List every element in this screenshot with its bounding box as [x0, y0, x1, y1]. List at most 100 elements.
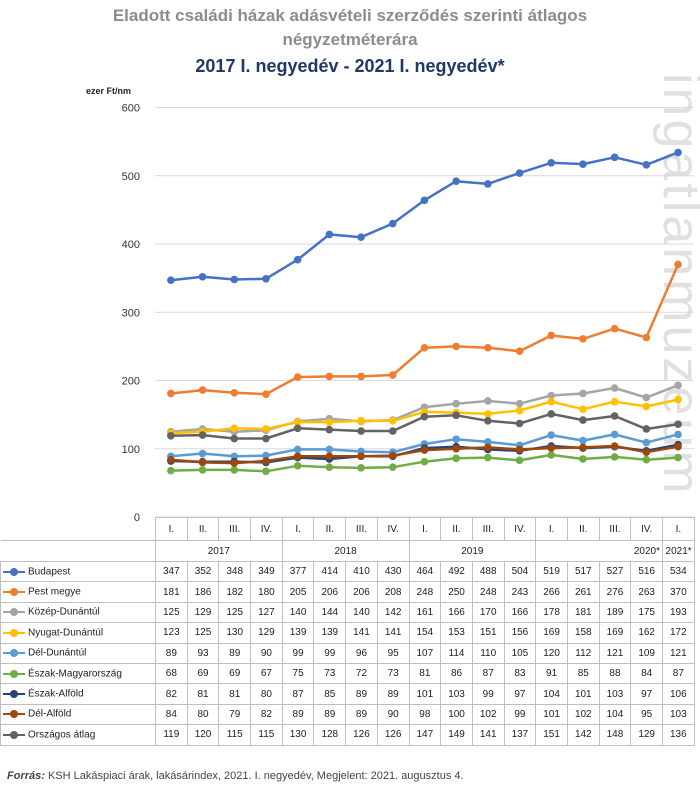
data-point: [420, 343, 429, 352]
chart-title-line-1: Eladott családi házak adásvételi szerződ…: [112, 6, 588, 25]
table-cell-value: 89: [281, 703, 315, 726]
table-cell-value: 126: [345, 724, 378, 746]
data-point: [547, 451, 556, 459]
year-label: 2018: [281, 540, 410, 562]
legend-entry: Dél-Dunántúl: [0, 642, 156, 664]
legend-label: Pest megye: [28, 586, 81, 598]
table-cell-value: 83: [503, 662, 537, 685]
data-point: [579, 405, 587, 413]
data-point: [293, 255, 302, 264]
data-point: [579, 436, 587, 445]
table-cell-value: 101: [566, 683, 600, 705]
table-cell-value: 89: [376, 683, 410, 705]
table-cell-value: 248: [471, 581, 505, 603]
data-point: [262, 451, 270, 460]
data-point: [579, 335, 587, 343]
table-corner: [0, 517, 156, 541]
data-point: [610, 430, 619, 439]
quarter-label: II.: [566, 517, 600, 541]
table-cell-value: 121: [598, 642, 632, 664]
legend-label: Nyugat-Dunántúl: [28, 627, 104, 639]
table-cell-value: 90: [376, 703, 410, 726]
table-cell-value: 120: [535, 642, 568, 664]
legend-key: [3, 729, 25, 741]
table-cell-value: 276: [598, 581, 632, 603]
table-cell-value: 68: [155, 662, 188, 685]
table-cell-value: 144: [313, 601, 347, 624]
quarter-label: II.: [440, 517, 473, 541]
data-point: [293, 373, 302, 381]
table-cell-value: 99: [281, 642, 315, 664]
table-cell-value: 130: [281, 724, 315, 746]
legend-key: [3, 647, 25, 659]
data-point: [325, 230, 334, 239]
table-cell-value: 492: [440, 560, 473, 583]
table-cell-value: 261: [566, 581, 600, 603]
data-point: [515, 419, 524, 428]
data-point: [452, 177, 460, 186]
data-point: [452, 444, 460, 453]
data-point: [230, 459, 239, 467]
table-cell-value: 464: [408, 560, 442, 583]
data-point: [579, 389, 587, 398]
table-cell-value: 151: [535, 724, 568, 746]
table-cell-value: 140: [345, 601, 378, 624]
table-cell-value: 123: [155, 622, 188, 644]
legend-entry: Nyugat-Dunántúl: [0, 622, 156, 644]
data-point: [642, 161, 651, 169]
table-cell-value: 69: [218, 662, 252, 685]
legend-entry: Budapest: [0, 560, 156, 583]
table-cell-value: 82: [155, 683, 188, 705]
data-point: [484, 180, 492, 188]
legend-marker: [10, 649, 18, 658]
year-label: 2019: [408, 540, 537, 562]
data-point: [547, 397, 556, 406]
year-label: 2020*: [535, 540, 663, 562]
table-cell-value: 81: [218, 683, 252, 705]
data-point: [230, 452, 239, 461]
data-point: [357, 416, 365, 425]
y-tick-label: 400: [122, 239, 140, 251]
data-point: [452, 435, 460, 443]
quarter-label: I.: [662, 517, 695, 541]
data-point: [642, 393, 651, 402]
quarter-label: II.: [313, 517, 347, 541]
data-point: [325, 445, 334, 454]
chart-title-line-2: négyzetméterára: [282, 30, 418, 49]
data-point: [230, 388, 239, 397]
legend-entry: Dél-Alföld: [0, 703, 156, 726]
data-point: [198, 458, 207, 467]
y-tick-label: 200: [122, 376, 140, 388]
data-point: [388, 219, 397, 228]
legend-marker: [10, 588, 18, 597]
table-cell-value: 130: [218, 622, 252, 644]
table-cell-value: 129: [186, 601, 220, 624]
data-point: [642, 438, 651, 447]
quarter-label: IV.: [630, 517, 663, 541]
table-cell-value: 208: [376, 581, 410, 603]
table-cell-value: 178: [535, 601, 568, 624]
data-point: [167, 466, 175, 475]
table-cell-value: 125: [155, 601, 188, 624]
legend-entry: Országos átlag: [0, 724, 156, 746]
table-cell-value: 248: [408, 581, 442, 603]
quarter-label: IV.: [376, 517, 410, 541]
data-point: [610, 397, 619, 406]
quarter-label: I.: [155, 517, 188, 541]
legend-key: [3, 586, 25, 598]
table-cell-value: 72: [345, 662, 378, 685]
table-cell-value: 109: [630, 642, 663, 664]
table-cell-value: 180: [250, 581, 283, 603]
data-point: [452, 454, 460, 463]
source-note: Forrás: KSH Lakáspiaci árak, lakásárinde…: [7, 770, 464, 782]
table-cell-value: 140: [281, 601, 315, 624]
data-point: [579, 455, 587, 463]
table-cell-value: 348: [218, 560, 252, 583]
table-cell-value: 141: [471, 724, 505, 746]
table-cell-value: 147: [408, 724, 442, 746]
legend-entry: Észak-Magyarország: [0, 662, 156, 685]
table-cell-value: 189: [598, 601, 632, 624]
data-point: [357, 372, 365, 381]
y-tick-label: 500: [122, 171, 140, 183]
data-point: [610, 412, 619, 420]
